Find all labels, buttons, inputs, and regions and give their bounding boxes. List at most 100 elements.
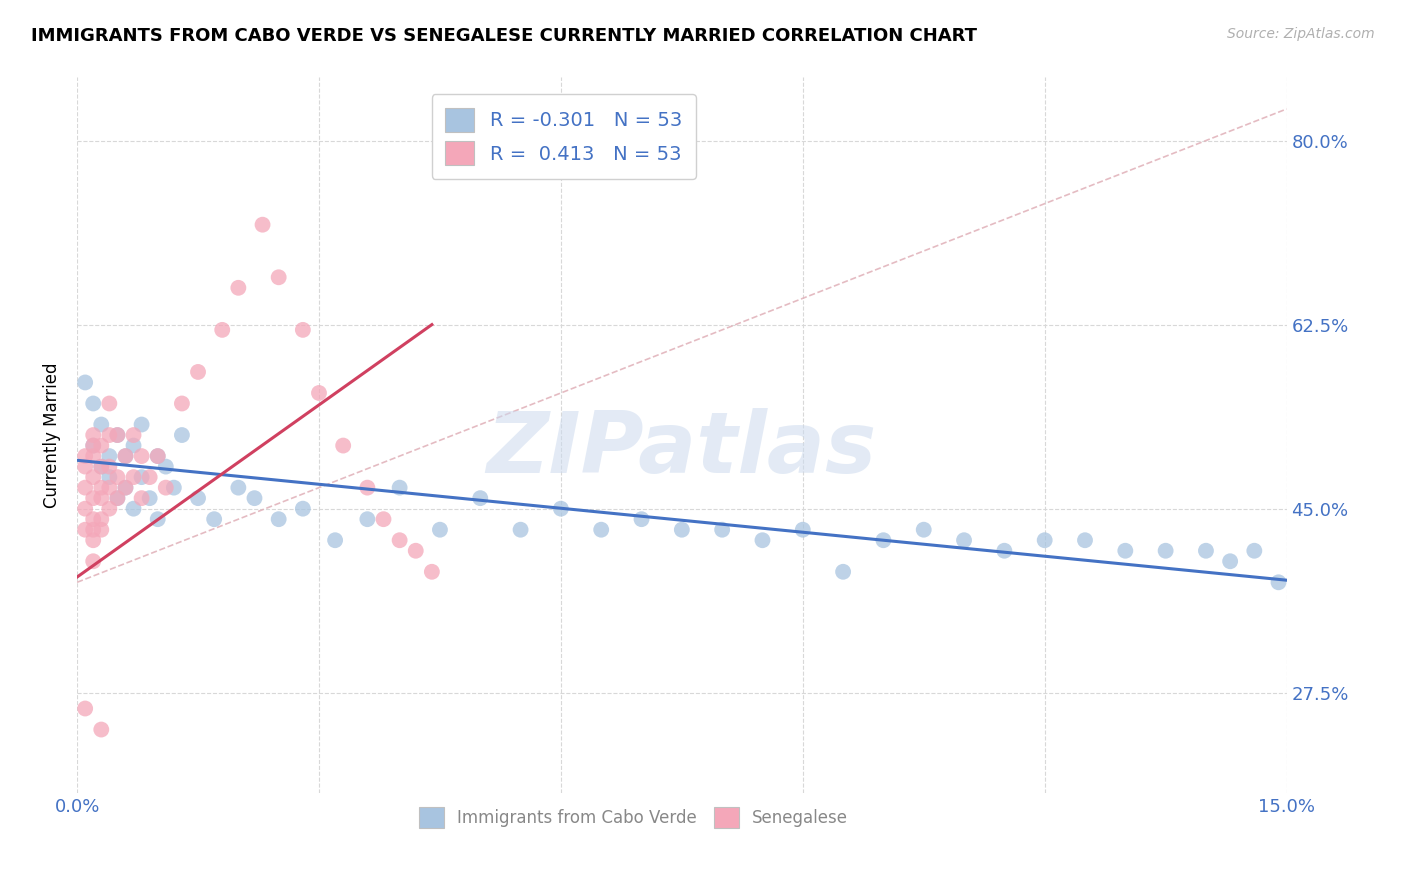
Point [163,481,186,495]
Point [373,512,395,526]
Point [107,491,129,505]
Point [82,554,104,568]
Point [187,365,209,379]
Point [267,512,290,526]
Point [1074,533,1097,548]
Point [912,523,935,537]
Point [75,459,97,474]
Point [332,439,354,453]
Point [75,701,97,715]
Point [114,449,136,463]
Point [356,512,378,526]
Point [90,491,112,505]
Point [82,523,104,537]
Point [155,481,177,495]
Point [131,417,153,432]
Point [75,376,97,390]
Point [429,523,451,537]
Point [470,491,492,505]
Point [90,481,112,495]
Point [75,449,97,463]
Point [75,523,97,537]
Point [114,481,136,495]
Point [90,512,112,526]
Point [509,523,531,537]
Point [228,481,250,495]
Point [82,491,104,505]
Point [82,470,104,484]
Text: ZIPatlas: ZIPatlas [486,408,877,491]
Point [146,449,169,463]
Point [1243,543,1265,558]
Point [98,396,121,410]
Point [131,470,153,484]
Point [138,470,160,484]
Point [832,565,855,579]
Point [90,417,112,432]
Point [82,396,104,410]
Point [1114,543,1136,558]
Point [122,501,145,516]
Point [1195,543,1218,558]
Point [323,533,346,548]
Point [90,723,112,737]
Point [187,491,209,505]
Point [1219,554,1241,568]
Y-axis label: Currently Married: Currently Married [44,362,60,508]
Point [90,523,112,537]
Point [98,459,121,474]
Point [98,428,121,442]
Point [671,523,693,537]
Point [114,481,136,495]
Point [872,533,894,548]
Legend: Immigrants from Cabo Verde, Senegalese: Immigrants from Cabo Verde, Senegalese [412,801,855,834]
Point [267,270,290,285]
Point [107,428,129,442]
Point [711,523,734,537]
Point [114,449,136,463]
Point [146,449,169,463]
Point [90,459,112,474]
Point [170,396,193,410]
Point [1033,533,1056,548]
Point [82,533,104,548]
Point [291,323,314,337]
Point [420,565,443,579]
Point [291,501,314,516]
Point [405,543,427,558]
Point [630,512,652,526]
Point [107,428,129,442]
Point [122,428,145,442]
Point [75,481,97,495]
Point [82,512,104,526]
Text: Source: ZipAtlas.com: Source: ZipAtlas.com [1227,27,1375,41]
Text: IMMIGRANTS FROM CABO VERDE VS SENEGALESE CURRENTLY MARRIED CORRELATION CHART: IMMIGRANTS FROM CABO VERDE VS SENEGALESE… [31,27,977,45]
Point [82,439,104,453]
Point [792,523,814,537]
Point [1154,543,1177,558]
Point [82,449,104,463]
Point [591,523,613,537]
Point [131,491,153,505]
Point [252,218,274,232]
Point [138,491,160,505]
Point [82,439,104,453]
Point [953,533,976,548]
Point [82,428,104,442]
Point [388,481,411,495]
Point [98,449,121,463]
Point [1267,575,1289,590]
Point [122,439,145,453]
Point [356,481,378,495]
Point [211,323,233,337]
Point [90,439,112,453]
Point [388,533,411,548]
Point [131,449,153,463]
Point [243,491,266,505]
Point [146,512,169,526]
Point [98,481,121,495]
Point [751,533,773,548]
Point [122,470,145,484]
Point [228,281,250,295]
Point [90,459,112,474]
